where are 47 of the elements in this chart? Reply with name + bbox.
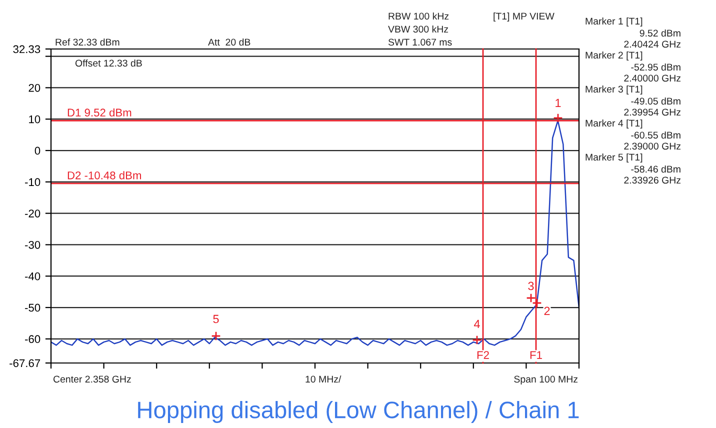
text: Marker 5 [T1] [586, 153, 642, 163]
text: 2.33926 GHz [624, 176, 681, 184]
text: Att 20 dB [208, 38, 250, 46]
text: SWT 1.067 ms [388, 38, 452, 46]
text: 10 MHz/ [306, 375, 342, 383]
text: Marker 4 [T1] [586, 119, 642, 129]
annotation: Offset 12.33 dB [75, 59, 142, 67]
y-tick-label: 10 [29, 115, 40, 124]
text: [T1] MP VIEW [494, 12, 554, 22]
text: 2.40000 GHz [624, 74, 681, 82]
text: 9.52 dBm [640, 29, 680, 37]
annotation: 5 [213, 314, 219, 324]
y-tick-label: 0 [34, 146, 40, 155]
y-tick-label: -10 [25, 178, 40, 186]
annotation: 2 [544, 306, 550, 316]
text: -52.95 dBm [631, 63, 680, 71]
line-series [51, 120, 579, 346]
annotation: 1 [556, 98, 561, 108]
text: 2.39000 GHz [624, 142, 681, 150]
y-tick-label: -60 [25, 335, 40, 344]
y-tick-label: -50 [25, 304, 40, 312]
text: 2.39954 GHz [624, 108, 681, 116]
text: Hopping disabled (Low Channel) / Chain 1 [138, 400, 579, 424]
text: 2.40424 GHz [624, 40, 681, 48]
text: -58.46 dBm [631, 165, 680, 173]
annotation: 4 [474, 320, 480, 328]
ref-line-label: D1 9.52 dBm [68, 108, 132, 117]
annotation: 3 [528, 282, 534, 290]
text: Span 100 MHz [514, 376, 578, 385]
text: Ref 32.33 dBm [56, 38, 120, 46]
text: Center 2.358 GHz [53, 376, 131, 383]
y-tick-label: 20 [28, 84, 40, 92]
text: -49.05 dBm [631, 97, 680, 105]
text: Marker 3 [T1] [586, 85, 642, 95]
text: RBW 100 kHz [388, 12, 449, 20]
text: VBW 300 kHz [388, 25, 448, 33]
ref-line-label: D2 -10.48 dBm [68, 171, 141, 180]
text: -60.55 dBm [631, 131, 680, 139]
y-tick-label: 32.33 [13, 45, 40, 54]
y-tick-label: -67.67 [10, 359, 40, 368]
y-tick-label: -20 [25, 210, 40, 218]
annotation: F1 [530, 351, 542, 359]
annotation: F2 [477, 351, 489, 359]
y-tick-label: -30 [25, 240, 40, 249]
text: Marker 2 [T1] [586, 51, 642, 61]
y-tick-label: -40 [25, 272, 40, 280]
text: Marker 1 [T1] [586, 17, 642, 27]
